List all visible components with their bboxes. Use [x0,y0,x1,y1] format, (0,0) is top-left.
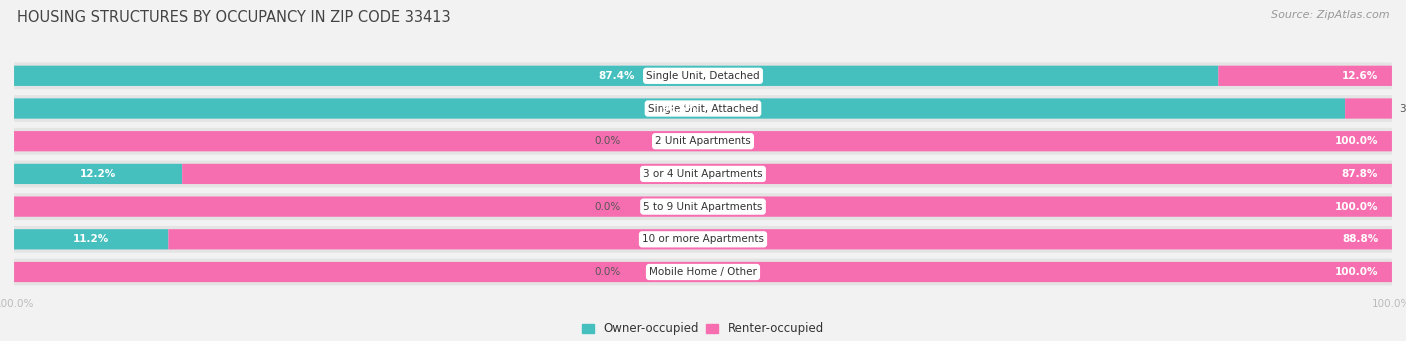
FancyBboxPatch shape [169,229,1392,250]
FancyBboxPatch shape [14,161,1392,187]
Text: Single Unit, Attached: Single Unit, Attached [648,104,758,114]
FancyBboxPatch shape [14,128,1392,154]
Text: 100.0%: 100.0% [1334,202,1378,212]
Text: 0.0%: 0.0% [595,202,620,212]
FancyBboxPatch shape [14,131,1392,151]
Text: Mobile Home / Other: Mobile Home / Other [650,267,756,277]
Text: 96.6%: 96.6% [661,104,697,114]
Legend: Owner-occupied, Renter-occupied: Owner-occupied, Renter-occupied [578,317,828,340]
FancyBboxPatch shape [14,258,1392,285]
Text: Single Unit, Detached: Single Unit, Detached [647,71,759,81]
Text: 3.4%: 3.4% [1399,104,1406,114]
FancyBboxPatch shape [183,164,1392,184]
Text: 0.0%: 0.0% [595,267,620,277]
Text: 11.2%: 11.2% [73,234,110,244]
FancyBboxPatch shape [1346,98,1392,119]
Text: 87.8%: 87.8% [1341,169,1378,179]
Text: 10 or more Apartments: 10 or more Apartments [643,234,763,244]
FancyBboxPatch shape [14,193,1392,220]
FancyBboxPatch shape [14,164,183,184]
Text: HOUSING STRUCTURES BY OCCUPANCY IN ZIP CODE 33413: HOUSING STRUCTURES BY OCCUPANCY IN ZIP C… [17,10,450,25]
Text: Source: ZipAtlas.com: Source: ZipAtlas.com [1271,10,1389,20]
FancyBboxPatch shape [14,196,1392,217]
Text: 12.2%: 12.2% [80,169,117,179]
FancyBboxPatch shape [14,66,1219,86]
FancyBboxPatch shape [14,262,1392,282]
FancyBboxPatch shape [14,95,1392,122]
Text: 0.0%: 0.0% [595,136,620,146]
FancyBboxPatch shape [14,98,1346,119]
Text: 100.0%: 100.0% [1334,136,1378,146]
FancyBboxPatch shape [1219,66,1392,86]
FancyBboxPatch shape [14,226,1392,253]
Text: 2 Unit Apartments: 2 Unit Apartments [655,136,751,146]
Text: 100.0%: 100.0% [1334,267,1378,277]
Text: 3 or 4 Unit Apartments: 3 or 4 Unit Apartments [643,169,763,179]
FancyBboxPatch shape [14,62,1392,89]
FancyBboxPatch shape [14,229,169,250]
Text: 88.8%: 88.8% [1341,234,1378,244]
Text: 12.6%: 12.6% [1341,71,1378,81]
Text: 87.4%: 87.4% [598,71,634,81]
Text: 5 to 9 Unit Apartments: 5 to 9 Unit Apartments [644,202,762,212]
